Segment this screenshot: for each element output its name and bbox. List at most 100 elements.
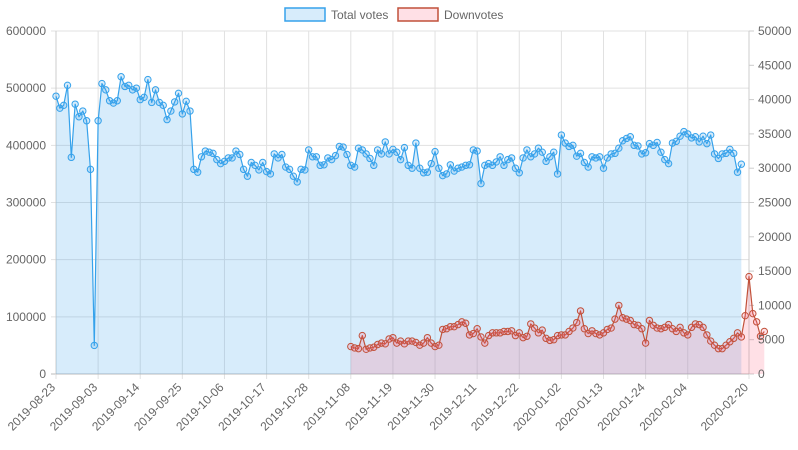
point-total-votes[interactable] — [507, 154, 516, 162]
point-total-votes[interactable] — [362, 150, 370, 158]
point-total-votes[interactable] — [546, 153, 554, 161]
point-downvotes[interactable] — [435, 341, 443, 349]
point-downvotes[interactable] — [492, 329, 500, 337]
point-total-votes[interactable] — [132, 84, 141, 92]
legend-item-downvotes[interactable]: Downvotes — [397, 7, 503, 22]
point-total-votes[interactable] — [239, 165, 248, 174]
point-total-votes[interactable] — [377, 150, 386, 158]
point-total-votes[interactable] — [714, 154, 723, 163]
point-downvotes[interactable] — [618, 314, 627, 322]
point-total-votes[interactable] — [136, 95, 144, 104]
point-downvotes[interactable] — [408, 337, 416, 345]
point-total-votes[interactable] — [320, 161, 328, 169]
point-total-votes[interactable] — [645, 139, 654, 148]
point-total-votes[interactable] — [324, 154, 332, 162]
point-downvotes[interactable] — [607, 324, 615, 332]
point-total-votes[interactable] — [301, 166, 309, 174]
point-total-votes[interactable] — [109, 99, 118, 107]
point-total-votes[interactable] — [159, 101, 167, 110]
point-downvotes[interactable] — [523, 332, 531, 340]
point-total-votes[interactable] — [125, 81, 133, 90]
point-total-votes[interactable] — [366, 154, 374, 163]
point-total-votes[interactable] — [197, 153, 206, 161]
point-total-votes[interactable] — [676, 132, 684, 140]
point-total-votes[interactable] — [737, 160, 746, 168]
point-total-votes[interactable] — [105, 97, 114, 105]
point-total-votes[interactable] — [492, 158, 500, 166]
point-total-votes[interactable] — [703, 139, 711, 148]
point-total-votes[interactable] — [695, 138, 703, 146]
point-downvotes[interactable] — [446, 322, 455, 331]
point-total-votes[interactable] — [580, 158, 589, 167]
point-total-votes[interactable] — [423, 168, 432, 176]
point-total-votes[interactable] — [59, 101, 68, 110]
point-total-votes[interactable] — [733, 168, 742, 176]
point-total-votes[interactable] — [611, 149, 619, 158]
point-total-votes[interactable] — [557, 131, 566, 139]
point-total-votes[interactable] — [412, 139, 420, 147]
point-total-votes[interactable] — [439, 171, 447, 180]
point-total-votes[interactable] — [289, 172, 298, 180]
point-total-votes[interactable] — [113, 97, 121, 105]
point-downvotes[interactable] — [496, 329, 504, 337]
point-total-votes[interactable] — [350, 163, 359, 171]
point-total-votes[interactable] — [102, 86, 110, 94]
point-total-votes[interactable] — [385, 150, 393, 158]
point-downvotes[interactable] — [358, 331, 366, 340]
point-total-votes[interactable] — [400, 143, 409, 152]
point-total-votes[interactable] — [538, 148, 546, 156]
point-downvotes[interactable] — [416, 341, 424, 349]
point-total-votes[interactable] — [523, 146, 531, 154]
point-downvotes[interactable] — [760, 327, 769, 336]
point-total-votes[interactable] — [477, 179, 485, 188]
point-downvotes[interactable] — [699, 323, 707, 332]
point-total-votes[interactable] — [151, 86, 160, 94]
point-downvotes[interactable] — [741, 311, 749, 320]
point-total-votes[interactable] — [293, 178, 301, 186]
point-total-votes[interactable] — [163, 115, 171, 124]
point-total-votes[interactable] — [519, 154, 527, 162]
point-downvotes[interactable] — [381, 340, 389, 348]
point-total-votes[interactable] — [262, 167, 271, 176]
point-total-votes[interactable] — [140, 93, 148, 102]
point-total-votes[interactable] — [672, 137, 680, 146]
point-total-votes[interactable] — [354, 144, 363, 152]
point-total-votes[interactable] — [626, 133, 635, 141]
point-total-votes[interactable] — [484, 159, 493, 168]
point-total-votes[interactable] — [282, 163, 290, 171]
point-downvotes[interactable] — [488, 329, 497, 337]
point-downvotes[interactable] — [714, 344, 723, 353]
point-downvotes[interactable] — [450, 322, 458, 331]
point-downvotes[interactable] — [729, 334, 738, 343]
point-downvotes[interactable] — [752, 318, 761, 326]
point-total-votes[interactable] — [500, 161, 508, 170]
point-total-votes[interactable] — [52, 92, 60, 100]
point-downvotes[interactable] — [473, 325, 481, 333]
point-total-votes[interactable] — [186, 107, 194, 115]
point-downvotes[interactable] — [477, 333, 485, 341]
point-downvotes[interactable] — [389, 333, 397, 342]
point-downvotes[interactable] — [756, 332, 765, 340]
point-total-votes[interactable] — [511, 164, 520, 172]
point-total-votes[interactable] — [305, 146, 313, 154]
point-total-votes[interactable] — [331, 151, 340, 160]
point-downvotes[interactable] — [465, 331, 474, 339]
point-downvotes[interactable] — [684, 331, 692, 339]
point-downvotes[interactable] — [573, 318, 581, 327]
point-total-votes[interactable] — [82, 117, 91, 125]
point-downvotes[interactable] — [442, 325, 451, 333]
point-total-votes[interactable] — [431, 147, 439, 156]
point-total-votes[interactable] — [216, 159, 225, 168]
point-total-votes[interactable] — [416, 164, 424, 172]
point-total-votes[interactable] — [339, 143, 347, 151]
point-total-votes[interactable] — [98, 79, 106, 88]
point-total-votes[interactable] — [550, 148, 558, 156]
point-total-votes[interactable] — [707, 131, 715, 139]
point-total-votes[interactable] — [553, 170, 562, 178]
point-total-votes[interactable] — [370, 161, 378, 170]
point-total-votes[interactable] — [75, 113, 83, 121]
point-total-votes[interactable] — [236, 150, 244, 159]
point-total-votes[interactable] — [634, 142, 642, 150]
point-downvotes[interactable] — [419, 339, 428, 347]
point-total-votes[interactable] — [278, 150, 286, 159]
